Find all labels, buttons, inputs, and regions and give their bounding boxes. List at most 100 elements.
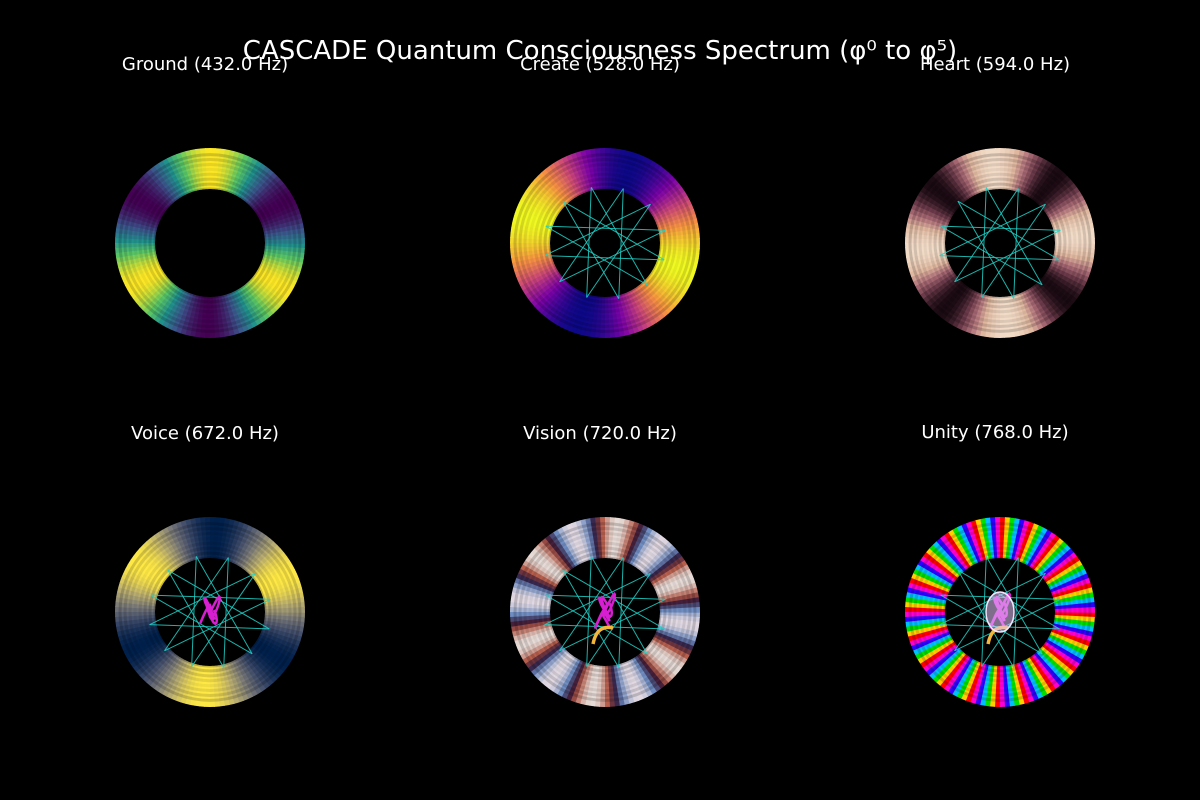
shading-ring — [538, 177, 672, 309]
shading-ring — [928, 541, 1072, 683]
shading-ring — [133, 536, 287, 688]
star-line — [545, 594, 666, 600]
shading-ring — [128, 531, 292, 693]
star-line — [191, 556, 197, 667]
shading-ring — [543, 551, 667, 673]
spiral — [198, 594, 222, 626]
star-line — [954, 188, 1019, 283]
star-line — [590, 556, 648, 655]
star-line — [167, 569, 225, 668]
panel-title-voice: Voice (672.0 Hz) — [131, 423, 279, 444]
panel-title-heart: Heart (594.0 Hz) — [919, 54, 1071, 75]
shading-ring — [908, 522, 1092, 702]
star-line — [981, 203, 1046, 298]
star-lines — [149, 556, 271, 668]
star-line — [545, 225, 648, 286]
shading-ring — [933, 177, 1067, 309]
shading-ring — [528, 167, 682, 319]
shading-ring — [533, 172, 677, 314]
shading-ring — [118, 522, 302, 702]
star-line — [985, 556, 1043, 655]
star-line — [939, 255, 1060, 261]
torus-shading — [118, 522, 302, 702]
shading-ring — [523, 162, 687, 324]
star-line — [150, 594, 253, 655]
star-line — [954, 229, 1061, 283]
star-line — [985, 187, 1043, 286]
panel-title-create: Create (528.0 Hz) — [520, 54, 680, 75]
shading-ring — [943, 556, 1057, 668]
shading-ring — [923, 167, 1077, 319]
star-line — [544, 572, 651, 626]
star-line — [618, 188, 624, 299]
shading-ring — [918, 531, 1082, 693]
inner-glow — [985, 591, 1015, 633]
star-line — [939, 203, 1046, 257]
star-line — [957, 200, 1015, 299]
panel-title-vision: Vision (720.0 Hz) — [523, 423, 677, 444]
panel-title-unity: Unity (768.0 Hz) — [921, 422, 1069, 443]
shading-ring — [143, 546, 277, 678]
star-line — [957, 200, 1060, 261]
star-line — [586, 556, 592, 667]
star-line — [940, 225, 1043, 286]
star-line — [164, 598, 271, 652]
shading-ring — [123, 158, 297, 328]
star-line — [149, 624, 270, 630]
star-line — [559, 188, 624, 283]
shading-ring — [143, 177, 277, 309]
shading-ring — [128, 162, 292, 324]
shading-ring — [918, 162, 1082, 324]
star-line — [195, 556, 253, 655]
shading-ring — [118, 153, 302, 333]
star-line — [149, 572, 256, 626]
spiral-path — [198, 594, 222, 626]
star-line — [559, 229, 666, 283]
spiral-tail — [591, 625, 614, 645]
shading-ring — [148, 182, 272, 304]
star-line — [559, 557, 624, 652]
torus-shading — [513, 522, 697, 702]
shading-ring — [513, 153, 697, 333]
shading-ring — [928, 172, 1072, 314]
star-line — [150, 594, 271, 600]
shading-ring — [938, 551, 1062, 673]
shading-ring — [933, 546, 1067, 678]
star-line — [544, 255, 665, 261]
star-lines — [939, 187, 1061, 299]
star-line — [544, 203, 651, 257]
star-line — [957, 569, 1015, 668]
star-line — [586, 187, 592, 298]
shading-ring — [523, 531, 687, 693]
star-line — [191, 572, 256, 667]
star-line — [981, 187, 987, 298]
shading-ring — [138, 541, 282, 683]
shading-ring — [528, 536, 682, 688]
star-line — [981, 556, 987, 667]
star-line — [223, 557, 229, 668]
shading-ring — [543, 182, 667, 304]
star-line — [545, 225, 666, 231]
shading-ring — [943, 187, 1057, 299]
star-line — [940, 225, 1061, 231]
shading-ring — [538, 546, 672, 678]
star-line — [164, 557, 229, 652]
spiral-path — [593, 591, 617, 629]
shading-ring — [938, 182, 1062, 304]
panel-title-ground: Ground (432.0 Hz) — [121, 54, 289, 75]
star-line — [562, 200, 620, 299]
shading-ring — [913, 527, 1087, 697]
shading-ring — [123, 527, 297, 697]
shading-ring — [908, 153, 1092, 333]
star-line — [562, 200, 665, 261]
shading-ring — [518, 158, 692, 328]
shading-ring — [548, 556, 662, 668]
spiral — [591, 591, 617, 645]
star-line — [590, 187, 648, 286]
shading-ring — [138, 172, 282, 314]
figure-title: CASCADE Quantum Consciousness Spectrum (… — [242, 36, 958, 66]
torus-shading — [513, 153, 697, 333]
torus-shading — [908, 153, 1092, 333]
shading-ring — [148, 551, 272, 673]
